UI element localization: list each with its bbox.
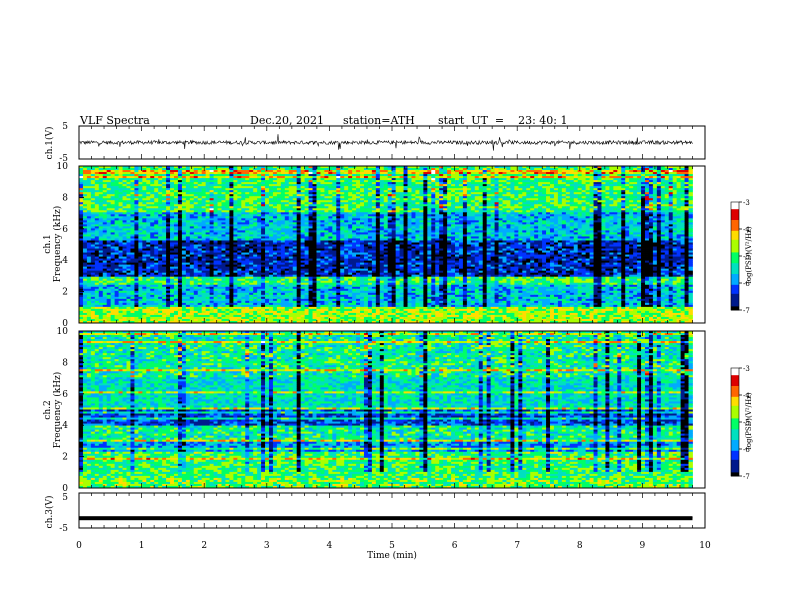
station-label: station=ATH bbox=[343, 114, 415, 127]
start-time-label: start UT = 23: 40: 1 bbox=[438, 114, 568, 127]
ch1-spectrogram-image bbox=[79, 166, 693, 323]
figure-title: VLF Spectra bbox=[79, 114, 150, 127]
ch1-waveform-ylabel: ch.1(V) bbox=[44, 127, 55, 160]
ch1-ytick-top: 5 bbox=[62, 122, 68, 132]
vlf-spectra-figure: VLF Spectra Dec.20, 2021 station=ATH sta… bbox=[0, 0, 792, 612]
ch1-waveform-panel: 5 -5 ch.1(V) bbox=[44, 122, 705, 164]
date-label: Dec.20, 2021 bbox=[250, 114, 324, 127]
